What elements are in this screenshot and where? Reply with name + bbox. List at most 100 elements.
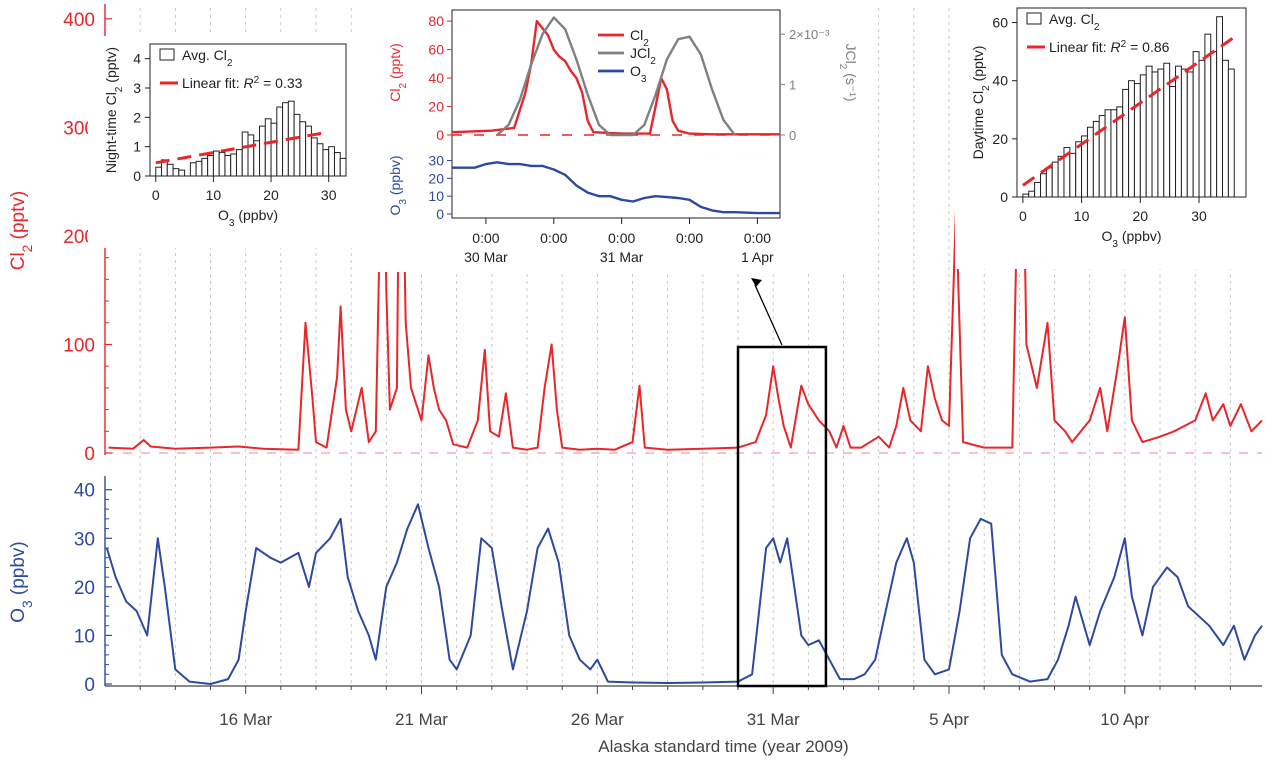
time-cl2-tick-label: 60: [428, 42, 444, 58]
day-x-tick-label: 0: [1019, 208, 1027, 224]
x-axis-title: Alaska standard time (year 2009): [598, 737, 848, 756]
day-bar: [1034, 181, 1041, 198]
time-legend-label-part: 2: [650, 56, 656, 67]
time-legend-label: Cl2: [630, 27, 649, 49]
day-x-axis-label-part: 3: [1112, 239, 1118, 250]
time-jcl2-axis-label-part: JCl: [843, 43, 859, 63]
zoom-box: [736, 345, 828, 688]
time-x-tick-label: 0:00: [608, 230, 635, 246]
cl2-y-tick-label: 300: [63, 118, 95, 139]
o3-axis-label-part: (ppbv): [8, 541, 29, 600]
night-x-axis-label-part: 3: [229, 218, 235, 229]
o3-panel: 0 10 20 30 40 O3 (ppbv) 16 Mar 21 Mar 26 Mar 31 M…: [8, 476, 1263, 756]
night-legend-label-part: Avg. Cl: [182, 47, 227, 63]
night-legend-fit-label-part: 2: [254, 75, 260, 86]
night-x-axis-label-part: (ppbv): [234, 207, 278, 223]
night-bar: [166, 163, 174, 177]
cl2-y-tick-label: 200: [63, 227, 95, 248]
highlight-box: [736, 278, 828, 688]
time-x-tick-label: 0:00: [472, 230, 499, 246]
day-legend-fit-label-part: 2: [1121, 39, 1127, 50]
day-bar: [1175, 65, 1182, 198]
o3-axis-label-part: O: [8, 608, 29, 623]
x-tick-label: 21 Mar: [395, 710, 448, 729]
time-cl2-axis-label-part: (pptv): [387, 43, 403, 83]
day-bar: [1186, 71, 1194, 198]
night-x-axis-label: O3 (ppbv): [218, 207, 278, 229]
cl2-axis-label-part: Cl: [8, 252, 29, 270]
night-bar: [322, 149, 330, 177]
day-bar: [1057, 155, 1065, 198]
time-jcl2-tick-label: 2×10⁻³: [789, 27, 830, 42]
night-y-tick-label: 2: [133, 109, 141, 125]
time-o3-axis-label-part: 3: [398, 199, 409, 205]
day-y-axis-label-part: (pptv): [970, 46, 986, 86]
day-legend-label-part: Avg. Cl: [1049, 11, 1094, 27]
night-x-axis-label-part: O: [218, 207, 229, 223]
time-series-jcl2: [496, 16, 736, 137]
night-bar: [178, 169, 186, 177]
o3-y-tick-label: 40: [74, 481, 95, 502]
time-jcl2-axis-label-part: (s⁻¹): [843, 69, 859, 101]
day-bar: [1022, 193, 1030, 198]
time-cl2-tick-label: 0: [436, 127, 444, 143]
cl2-y-tick-label: 400: [63, 10, 95, 31]
night-bar: [195, 160, 203, 177]
cl2-axis-label-part: 2: [20, 245, 35, 253]
o3-y-tick-label: 20: [74, 578, 95, 599]
night-bar: [299, 121, 307, 177]
time-cl2-tick-label: 20: [428, 99, 444, 115]
time-legend-label-part: Cl: [630, 27, 643, 43]
day-bar: [1122, 88, 1130, 198]
day-bar: [1039, 173, 1047, 198]
day-bar: [1180, 68, 1188, 198]
o3-axis-label-part: 3: [20, 600, 35, 608]
day-x-tick-label: 20: [1133, 208, 1149, 224]
day-legend-fit-label-part: R: [1110, 39, 1120, 55]
night-bar: [293, 113, 301, 177]
x-tick-label: 5 Apr: [929, 710, 969, 729]
time-x-tick-label: 0:00: [540, 230, 567, 246]
time-cl2-axis-label-part: 2: [398, 83, 409, 89]
zoom-arrow-line: [754, 284, 783, 346]
time-cl2-axis-label-part: Cl: [387, 89, 403, 102]
night-legend-fit-label-part: R: [243, 75, 253, 91]
night-legend-fit-label-part: = 0.33: [259, 75, 302, 91]
day-x-axis-label-part: O: [1101, 228, 1112, 244]
night-y-tick-label: 0: [133, 168, 141, 184]
day-x-axis-label: O3 (ppbv): [1101, 228, 1161, 250]
night-bar: [333, 152, 341, 177]
day-bar: [1169, 86, 1177, 198]
night-y-axis-label: Night-time Cl2 (pptv): [103, 47, 125, 173]
time-series-o3: [452, 161, 780, 215]
cl2-y-tick-label: 100: [63, 335, 95, 356]
night-legend-label: Avg. Cl2: [182, 47, 233, 69]
day-y-tick-label: 40: [992, 73, 1008, 89]
night-bar: [316, 143, 324, 177]
day-y-axis-label: Daytime Cl2 (pptv): [970, 46, 992, 160]
cl2-axis-label-part: (pptv): [8, 191, 29, 245]
time-jcl2-tick-label: 1: [789, 78, 796, 93]
time-legend-label-part: 2: [643, 38, 649, 49]
time-jcl2-axis-label-part: 2: [838, 64, 849, 70]
day-bar: [1133, 83, 1141, 198]
day-legend-fit-label-part: Linear fit:: [1049, 39, 1110, 55]
night-legend-fit-label-part: Linear fit:: [182, 75, 243, 91]
day-y-axis-label-part: 2: [981, 85, 992, 91]
o3-y-tick-label: 10: [74, 626, 95, 647]
day-legend-label-part: 2: [1094, 22, 1100, 33]
day-bar: [1028, 190, 1036, 198]
day-y-tick-label: 0: [1000, 189, 1008, 205]
night-bar: [328, 146, 335, 177]
night-bar: [247, 134, 255, 177]
day-legend-swatch: [1026, 12, 1042, 25]
time-o3-tick-label: 20: [428, 170, 444, 186]
time-o3-tick-label: 30: [428, 153, 444, 169]
night-x-tick-label: 10: [206, 187, 222, 203]
night-bar: [259, 125, 266, 177]
time-o3-axis-label-part: O: [387, 205, 403, 216]
time-o3-tick-label: 10: [428, 188, 444, 204]
